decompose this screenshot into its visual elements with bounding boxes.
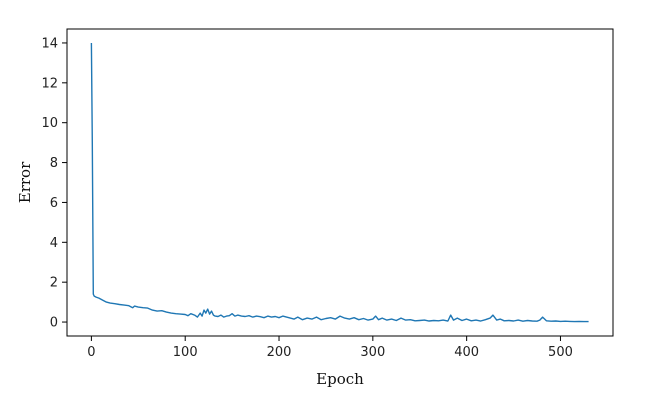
x-tick-label-100: 100 xyxy=(173,345,198,360)
y-tick-label-8: 8 xyxy=(50,156,58,171)
y-axis-label: Error xyxy=(16,161,34,203)
y-tick-label-4: 4 xyxy=(50,236,58,251)
x-tick-label-0: 0 xyxy=(87,345,95,360)
x-tick-label-300: 300 xyxy=(360,345,385,360)
x-axis-ticks: 0 100 200 300 400 500 xyxy=(87,336,573,360)
y-axis-ticks: 0 2 4 6 8 10 12 14 xyxy=(41,36,67,331)
y-tick-label-6: 6 xyxy=(50,196,58,211)
x-tick-label-200: 200 xyxy=(267,345,292,360)
axes-frame xyxy=(66,28,614,337)
x-tick-label-400: 400 xyxy=(454,345,479,360)
x-tick-label-500: 500 xyxy=(548,345,573,360)
y-tick-label-12: 12 xyxy=(41,76,58,91)
y-tick-label-14: 14 xyxy=(41,36,58,51)
y-tick-label-10: 10 xyxy=(41,116,58,131)
y-tick-label-2: 2 xyxy=(50,276,58,291)
x-axis-label: Epoch xyxy=(316,370,364,388)
series-line-error xyxy=(90,42,589,323)
y-tick-label-0: 0 xyxy=(50,316,58,331)
